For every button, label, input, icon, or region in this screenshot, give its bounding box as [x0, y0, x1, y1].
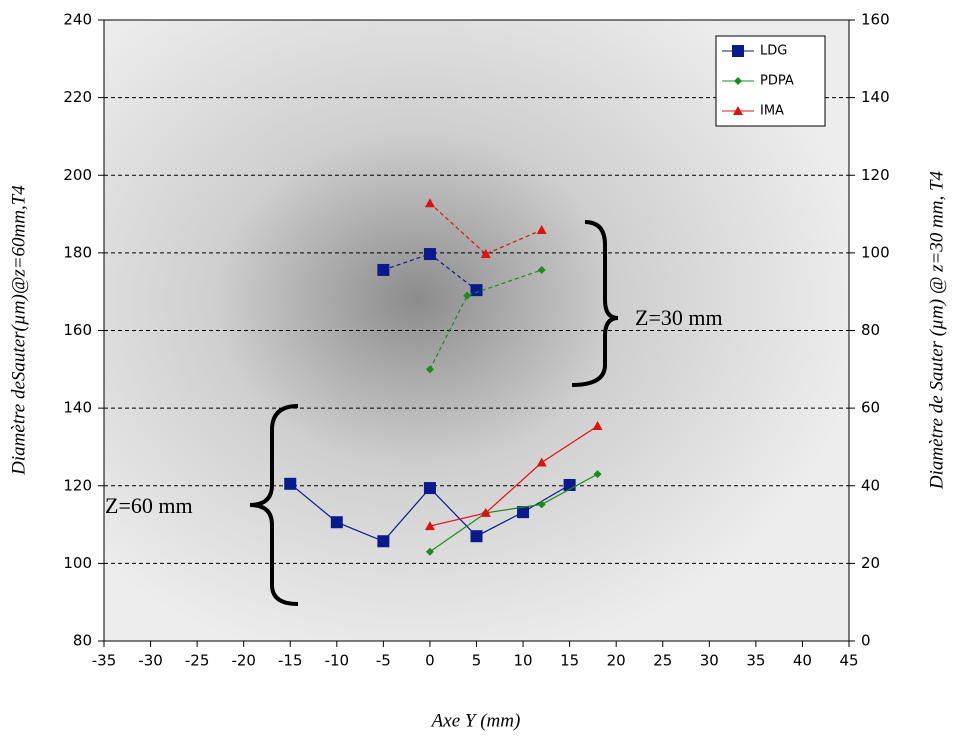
- legend-label: LDG: [760, 44, 787, 59]
- marker: [734, 77, 742, 85]
- marker: [480, 249, 491, 259]
- marker: [425, 365, 434, 374]
- marker: [592, 420, 603, 430]
- marker: [732, 45, 744, 57]
- y2-tick-label: 100: [861, 243, 890, 261]
- y-tick-label: 80: [73, 632, 92, 650]
- x-tick-label: -5: [376, 652, 391, 670]
- annotation: Z=60 mm: [105, 493, 193, 518]
- brace: [571, 220, 619, 387]
- y-tick-label: 100: [63, 554, 92, 572]
- y2-tick-label: 80: [861, 321, 880, 339]
- marker: [424, 198, 435, 208]
- x-tick-label: 10: [514, 652, 533, 670]
- x-tick-label: 25: [653, 652, 672, 670]
- legend-label: PDPA: [760, 74, 794, 89]
- y-tick-label: 240: [63, 11, 92, 29]
- marker: [463, 291, 472, 300]
- x-tick-label: -10: [325, 652, 350, 670]
- y-tick-label: 200: [63, 166, 92, 184]
- annotation: Z=30 mm: [635, 305, 723, 330]
- x-tick-label: 15: [560, 652, 579, 670]
- marker: [377, 535, 390, 548]
- x-tick-label: 5: [472, 652, 482, 670]
- marker: [536, 224, 547, 234]
- series-line: [429, 425, 598, 527]
- marker: [733, 106, 743, 115]
- y-tick-label: 220: [63, 88, 92, 106]
- x-tick-label: 40: [793, 652, 812, 670]
- plot-frame: [103, 19, 850, 642]
- y2-tick-label: 60: [861, 399, 880, 417]
- y2-tick-label: 0: [861, 632, 871, 650]
- legend-label: IMA: [760, 104, 784, 119]
- marker: [480, 507, 491, 517]
- marker: [423, 248, 436, 261]
- marker: [470, 530, 483, 543]
- y2-tick-label: 140: [861, 88, 890, 106]
- marker: [537, 265, 546, 274]
- x-tick-label: 35: [746, 652, 765, 670]
- x-tick-label: -20: [231, 652, 256, 670]
- x-tick-label: 0: [425, 652, 435, 670]
- y-tick-label: 160: [63, 321, 92, 339]
- series-line: [429, 269, 542, 370]
- marker: [517, 506, 530, 519]
- marker: [377, 263, 390, 276]
- marker: [423, 482, 436, 495]
- y2-tick-label: 160: [861, 11, 890, 29]
- x-tick-label: -30: [138, 652, 163, 670]
- y-axis-label: Diamètre deSauter(µm)@z=60mm,T4: [8, 185, 29, 476]
- x-axis-label: Axe Y (mm): [430, 710, 521, 731]
- y-tick-label: 120: [63, 476, 92, 494]
- marker: [424, 521, 435, 531]
- x-tick-label: 30: [700, 652, 719, 670]
- marker: [470, 284, 483, 297]
- y2-tick-label: 120: [861, 166, 890, 184]
- y-tick-label: 180: [63, 243, 92, 261]
- x-tick-label: -35: [92, 652, 117, 670]
- y-tick-label: 140: [63, 399, 92, 417]
- marker: [537, 500, 546, 509]
- y2-axis-label: Diamètre de Sauter (µm) @ z=30 mm, T4: [926, 170, 947, 490]
- x-tick-label: -25: [185, 652, 210, 670]
- brace: [249, 404, 299, 606]
- marker: [284, 477, 297, 490]
- marker: [593, 470, 602, 479]
- marker: [536, 457, 547, 467]
- marker: [425, 547, 434, 556]
- y2-tick-label: 20: [861, 554, 880, 572]
- y2-tick-label: 40: [861, 476, 880, 494]
- series-line: [429, 473, 598, 553]
- marker: [330, 516, 343, 529]
- x-tick-label: -15: [278, 652, 303, 670]
- x-tick-label: 20: [607, 652, 626, 670]
- x-tick-label: 45: [839, 652, 858, 670]
